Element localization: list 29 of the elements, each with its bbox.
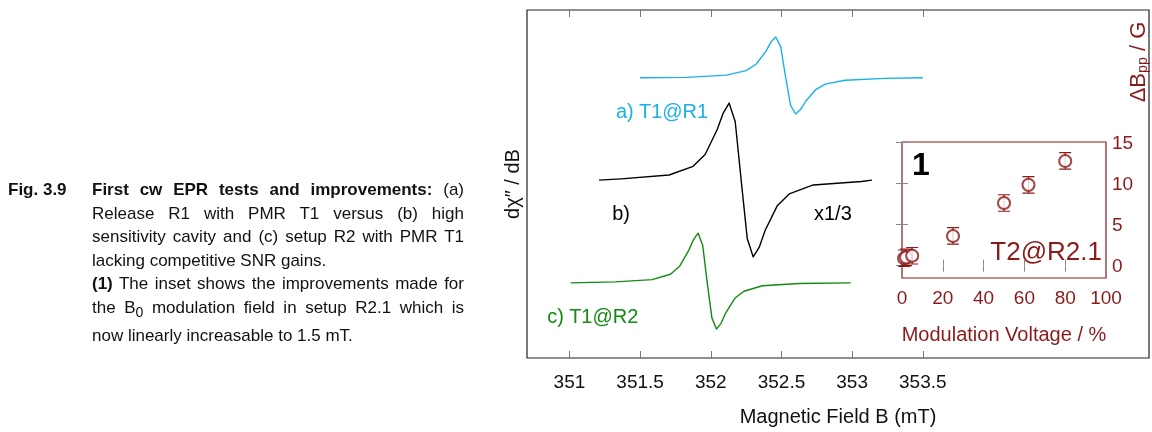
text: First cw EPR tests and improvements: bbox=[92, 180, 433, 199]
x-tick-label: 60 bbox=[1013, 287, 1035, 308]
x-tick-label: 351 bbox=[553, 371, 586, 392]
x-tick-label: 80 bbox=[1054, 287, 1076, 308]
caption: Fig. 3.9 bbox=[8, 179, 68, 201]
text: (1) bbox=[92, 274, 113, 293]
x-tick-label: 100 bbox=[1090, 287, 1122, 308]
y-tick-label: 5 bbox=[1112, 213, 1123, 235]
x-tick-label: 0 bbox=[896, 287, 908, 308]
series-label: b) bbox=[612, 202, 630, 225]
x-tick-label: 352 bbox=[694, 371, 727, 392]
series-label: c) T1@R2 bbox=[547, 304, 639, 327]
y-tick-label: 10 bbox=[1112, 172, 1134, 194]
x-tick-label: 353 bbox=[836, 371, 868, 392]
annotation: T2@R2.1 bbox=[990, 236, 1102, 266]
y-tick-label: 15 bbox=[1112, 131, 1134, 153]
x-tick-label: 351.5 bbox=[616, 371, 664, 392]
x-tick-label: 40 bbox=[973, 287, 995, 308]
y-axis-title: dχ″ / dB bbox=[501, 149, 523, 219]
y-axis-title: ΔBpp / G bbox=[1124, 21, 1150, 103]
annotation: x1/3 bbox=[814, 202, 852, 224]
annotation: 1 bbox=[912, 146, 930, 182]
x-axis-title: Magnetic Field B (mT) bbox=[739, 405, 937, 427]
x-tick-label: 353.5 bbox=[899, 371, 947, 392]
y-tick-label: 0 bbox=[1112, 255, 1123, 277]
series-label: a) T1@R1 bbox=[616, 99, 709, 122]
x-tick-label: 352.5 bbox=[757, 371, 806, 392]
x-tick-label: 20 bbox=[932, 287, 954, 308]
x-axis-title: Modulation Voltage / % bbox=[901, 323, 1107, 345]
